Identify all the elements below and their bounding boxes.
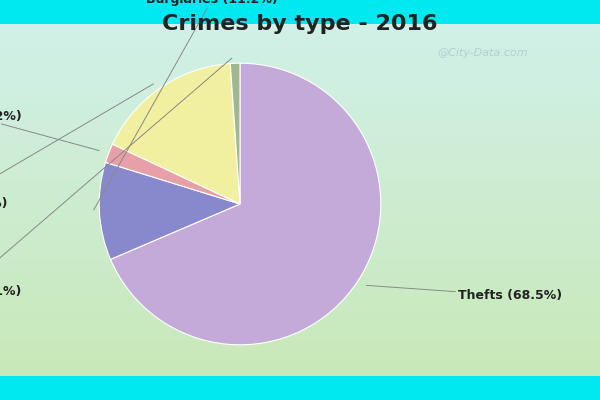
Bar bbox=[0, 206, 600, 212]
Bar bbox=[0, 188, 600, 194]
Bar bbox=[0, 71, 600, 77]
Bar bbox=[0, 317, 600, 323]
Bar bbox=[0, 36, 600, 42]
Bar bbox=[0, 141, 600, 147]
Bar bbox=[0, 124, 600, 130]
Wedge shape bbox=[230, 63, 240, 204]
Text: Crimes by type - 2016: Crimes by type - 2016 bbox=[162, 14, 438, 34]
Bar bbox=[0, 147, 600, 153]
Text: Burglaries (11.2%): Burglaries (11.2%) bbox=[94, 0, 278, 210]
Bar bbox=[0, 159, 600, 165]
Bar bbox=[0, 294, 600, 300]
Bar bbox=[0, 182, 600, 188]
Bar bbox=[0, 282, 600, 288]
Bar bbox=[0, 200, 600, 206]
Bar bbox=[0, 352, 600, 358]
Bar bbox=[0, 94, 600, 100]
Bar bbox=[0, 329, 600, 335]
Bar bbox=[0, 24, 600, 30]
Bar bbox=[0, 358, 600, 364]
Bar bbox=[0, 370, 600, 376]
Bar bbox=[0, 194, 600, 200]
Bar bbox=[0, 300, 600, 306]
Bar bbox=[0, 235, 600, 241]
Bar bbox=[0, 165, 600, 171]
Wedge shape bbox=[110, 63, 381, 345]
Wedge shape bbox=[106, 144, 240, 204]
Bar bbox=[0, 364, 600, 370]
Bar bbox=[0, 323, 600, 329]
Bar bbox=[0, 253, 600, 259]
Text: Rapes (2.2%): Rapes (2.2%) bbox=[0, 110, 99, 150]
Bar bbox=[0, 224, 600, 229]
Bar bbox=[0, 100, 600, 106]
Bar bbox=[0, 341, 600, 347]
Bar bbox=[0, 30, 600, 36]
Bar bbox=[0, 153, 600, 159]
Bar bbox=[0, 276, 600, 282]
Bar bbox=[0, 77, 600, 83]
Bar bbox=[0, 306, 600, 312]
Bar bbox=[0, 259, 600, 264]
Bar bbox=[0, 83, 600, 88]
Wedge shape bbox=[113, 64, 240, 204]
Bar bbox=[0, 118, 600, 124]
Bar bbox=[0, 42, 600, 48]
Bar bbox=[0, 264, 600, 270]
Text: Robberies (1.1%): Robberies (1.1%) bbox=[0, 58, 232, 298]
Bar bbox=[0, 171, 600, 176]
Text: Assaults (16.9%): Assaults (16.9%) bbox=[0, 84, 154, 210]
Bar bbox=[0, 176, 600, 182]
Bar bbox=[0, 53, 600, 59]
Bar bbox=[0, 130, 600, 136]
Bar bbox=[0, 335, 600, 341]
Bar bbox=[0, 106, 600, 112]
Bar bbox=[0, 218, 600, 224]
Bar bbox=[0, 212, 600, 218]
Bar bbox=[0, 312, 600, 317]
Bar bbox=[0, 247, 600, 253]
Text: @City-Data.com: @City-Data.com bbox=[437, 48, 528, 58]
Bar bbox=[0, 65, 600, 71]
Bar bbox=[0, 270, 600, 276]
Bar bbox=[0, 48, 600, 53]
Bar bbox=[0, 347, 600, 352]
Bar bbox=[0, 288, 600, 294]
Wedge shape bbox=[99, 162, 240, 259]
Bar bbox=[0, 136, 600, 141]
Text: Thefts (68.5%): Thefts (68.5%) bbox=[367, 285, 562, 302]
Bar bbox=[0, 59, 600, 65]
Bar bbox=[0, 241, 600, 247]
Bar bbox=[0, 229, 600, 235]
Bar bbox=[0, 112, 600, 118]
Bar bbox=[0, 88, 600, 94]
